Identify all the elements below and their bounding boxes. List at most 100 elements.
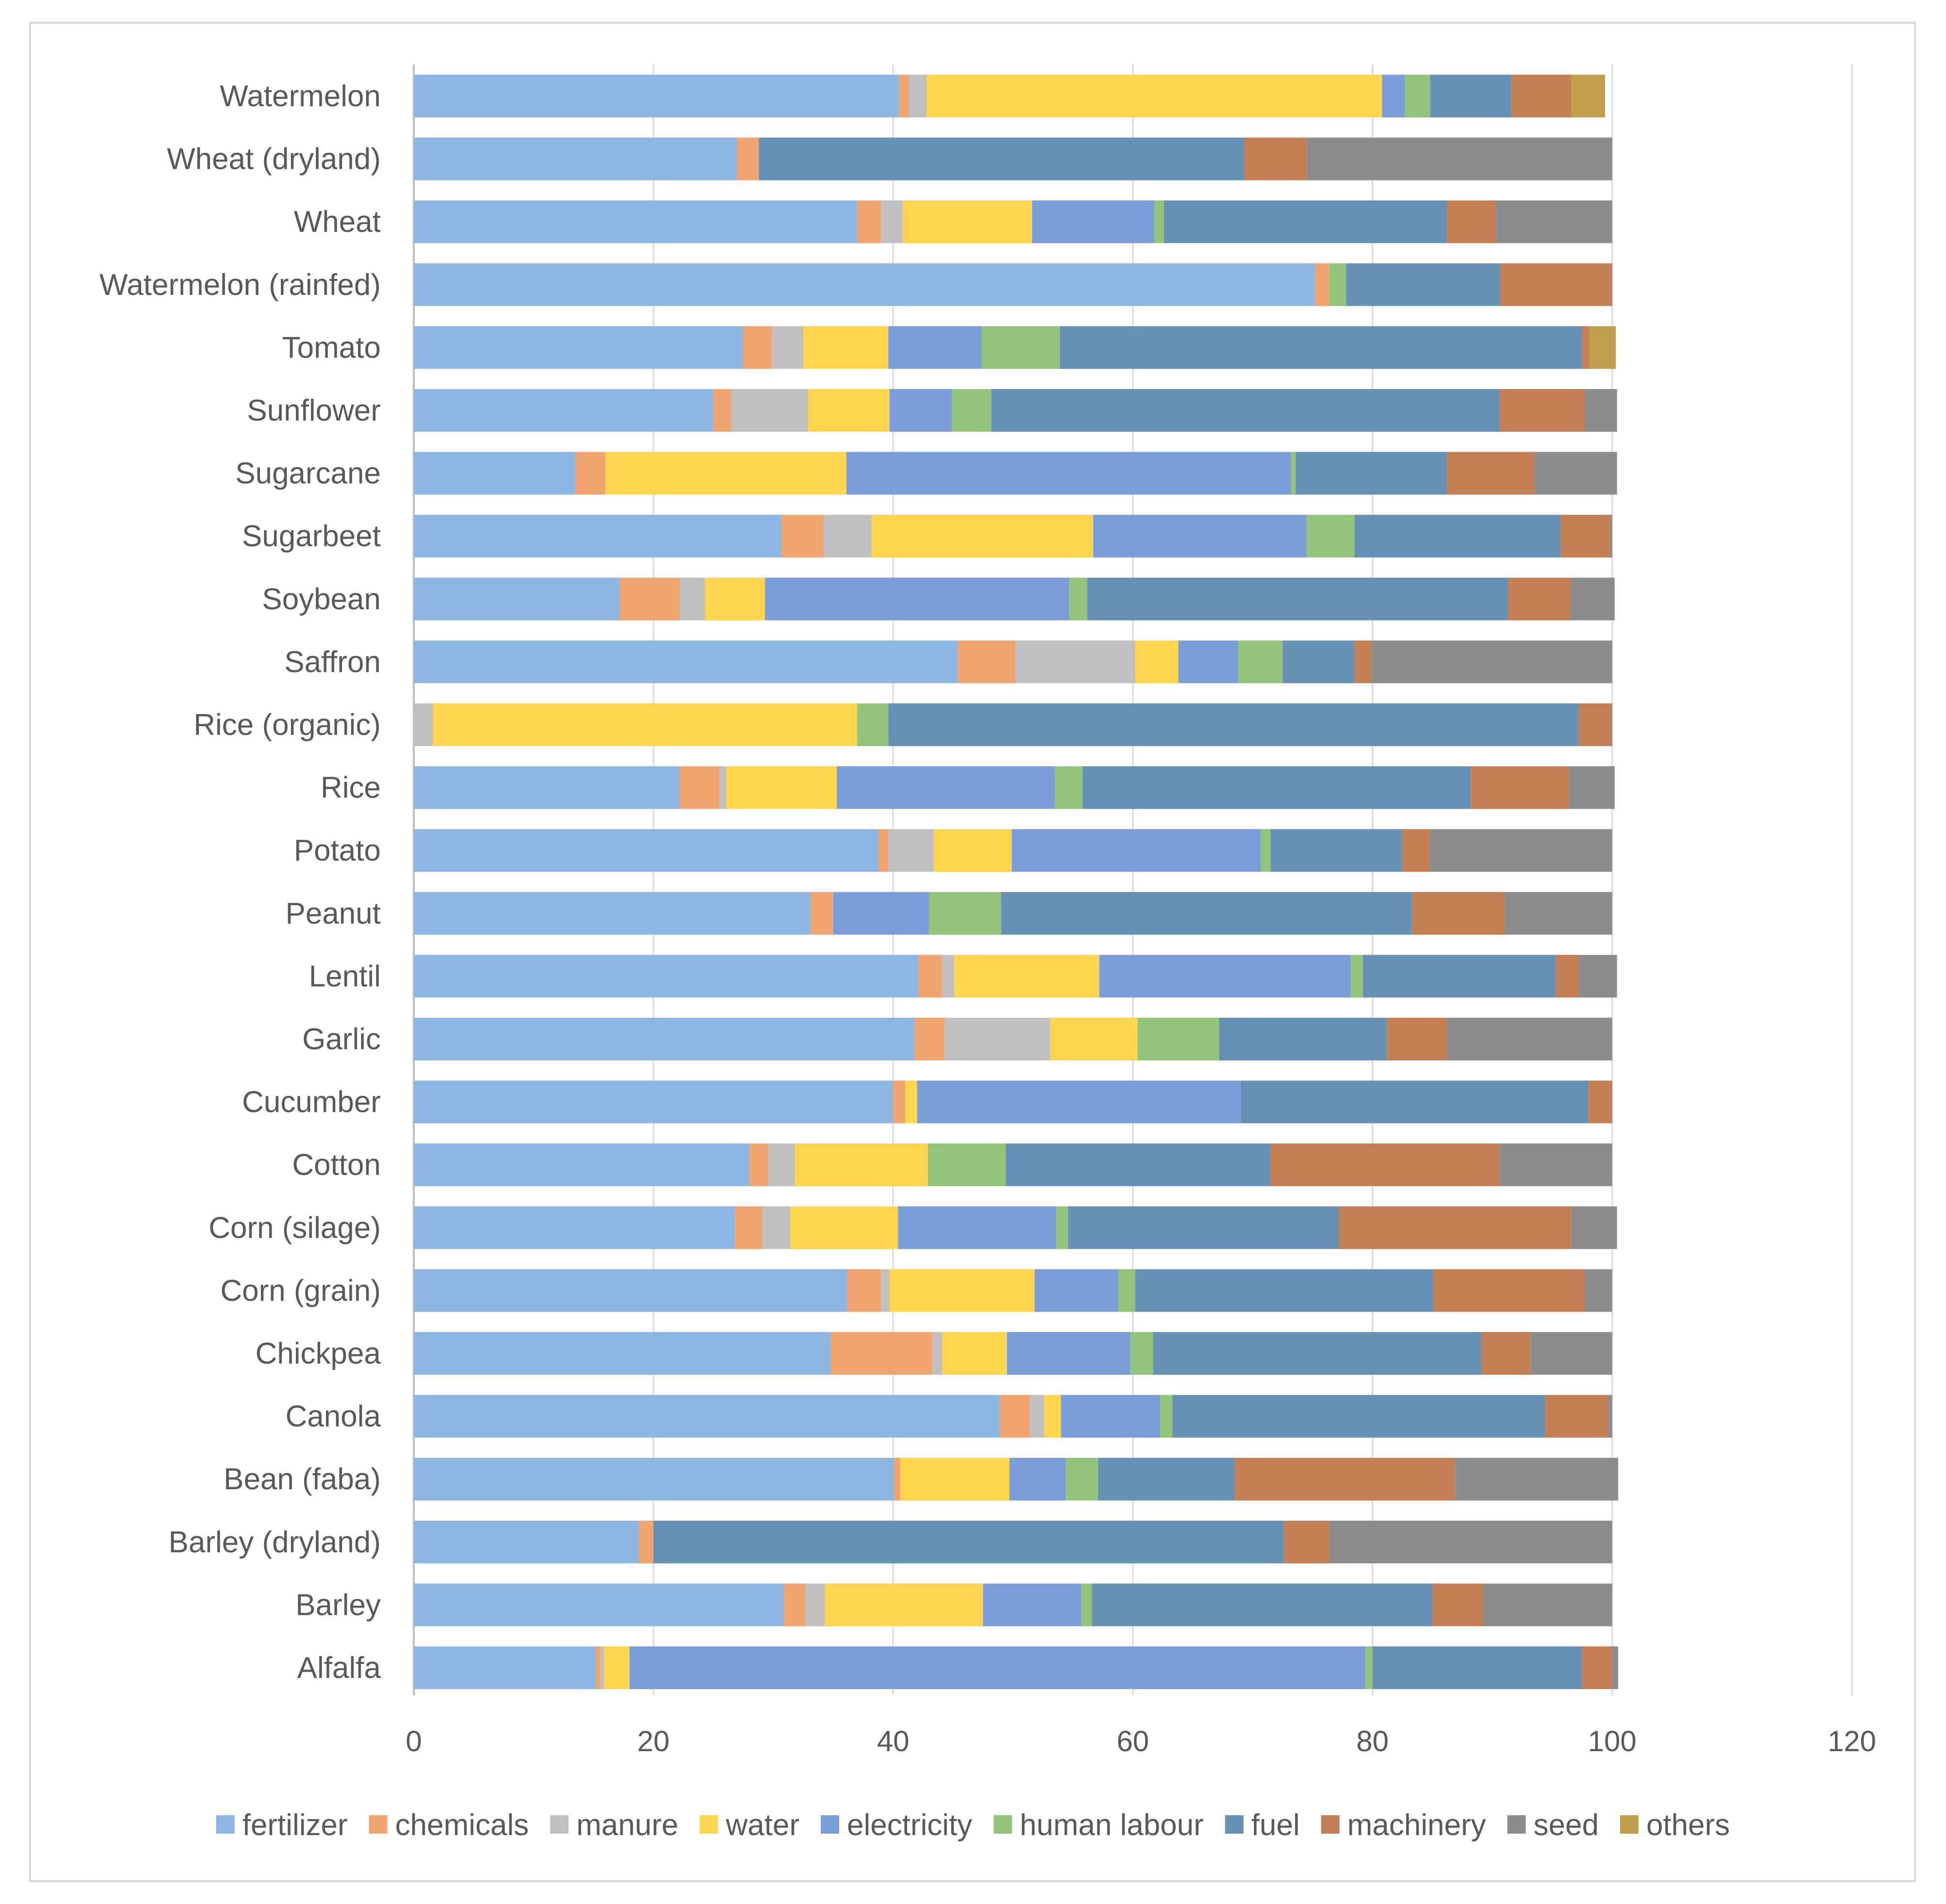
bar-row xyxy=(414,640,1612,683)
bar-segment-water xyxy=(705,577,765,620)
bar-row xyxy=(414,1018,1612,1060)
bar-segment-human-labour xyxy=(1069,577,1087,620)
bar-segment-fertilizer xyxy=(414,1332,831,1375)
bar-segment-others xyxy=(1571,75,1605,117)
bar-segment-human-labour xyxy=(1261,829,1271,872)
bar-segment-fertilizer xyxy=(414,1583,784,1627)
bar-segment-chemicals xyxy=(914,1018,945,1060)
bar-segment-fuel xyxy=(1087,577,1508,620)
bar-segment-machinery xyxy=(1578,703,1611,746)
category-label: Tomato xyxy=(282,331,381,364)
bar-segment-electricity xyxy=(1093,515,1307,558)
bar-segment-electricity xyxy=(1032,200,1154,244)
bar-segment-manure xyxy=(944,1018,1051,1060)
bar-segment-seed xyxy=(1612,1646,1619,1689)
category-label: Cucumber xyxy=(242,1086,381,1119)
bar-segment-human-labour xyxy=(982,326,1060,369)
bar-segment-water xyxy=(871,515,1093,558)
bar-segment-manure xyxy=(881,200,903,244)
bar-segment-seed xyxy=(1446,1018,1612,1060)
bar-segment-fertilizer xyxy=(414,515,782,558)
bar-segment-human-labour xyxy=(1306,515,1355,558)
bar-segment-manure xyxy=(1015,640,1135,683)
bar-segment-fertilizer xyxy=(414,1395,1000,1438)
category-label: Watermelon xyxy=(220,80,381,113)
legend-label: water xyxy=(725,1808,799,1842)
bar-segment-fuel xyxy=(1430,75,1512,117)
bar-segment-machinery xyxy=(1432,1583,1483,1627)
legend-item: water xyxy=(699,1808,799,1842)
bar-segment-chemicals xyxy=(957,640,1016,683)
legend-swatch xyxy=(1620,1815,1639,1834)
bar-row xyxy=(414,1458,1619,1501)
bar-segment-fuel xyxy=(759,137,1245,180)
gridlines xyxy=(413,65,1853,1695)
bar-segment-fuel xyxy=(1059,326,1583,369)
category-label: Sugarcane xyxy=(235,457,381,490)
x-tick-label: 100 xyxy=(1588,1725,1637,1758)
bar-segment-chemicals xyxy=(680,766,720,809)
category-label: Corn (grain) xyxy=(220,1274,381,1307)
bar-segment-water xyxy=(905,1080,917,1123)
bar-segment-machinery xyxy=(1244,137,1307,180)
bar-segment-water xyxy=(954,955,1100,998)
bar-segment-manure xyxy=(762,1206,790,1249)
legend-swatch xyxy=(993,1815,1012,1834)
x-tick-label: 20 xyxy=(637,1725,670,1758)
bar-segment-fuel xyxy=(1372,1646,1583,1689)
bar-segment-machinery xyxy=(1582,1646,1612,1689)
bar-segment-machinery xyxy=(1556,955,1579,998)
category-label: Barley (dryland) xyxy=(168,1526,381,1559)
category-label: Sunflower xyxy=(247,394,381,427)
bar-segment-electricity xyxy=(917,1080,1241,1123)
bar-segment-chemicals xyxy=(1000,1395,1030,1438)
bar-segment-chemicals xyxy=(743,326,772,369)
bar-row xyxy=(414,1646,1619,1689)
bar-segment-manure xyxy=(680,577,705,620)
bar-segment-fertilizer xyxy=(414,137,738,180)
bar-segment-fertilizer xyxy=(414,326,744,369)
bar-segment-seed xyxy=(1609,515,1612,558)
bar-segment-seed xyxy=(1504,892,1612,935)
bar-segment-chemicals xyxy=(781,515,824,558)
bar-segment-others xyxy=(1589,326,1616,369)
bar-segment-seed xyxy=(1569,766,1615,809)
bar-segment-human-labour xyxy=(929,892,1001,935)
bar-segment-electricity xyxy=(1034,1269,1119,1312)
bar-segment-human-labour xyxy=(1130,1332,1153,1375)
bar-segment-human-labour xyxy=(1238,640,1283,683)
legend-label: seed xyxy=(1534,1808,1599,1842)
category-label: Canola xyxy=(286,1400,381,1433)
legend: fertilizer chemicals manure water electricit… xyxy=(216,1808,1730,1842)
bar-segment-electricity xyxy=(846,452,1291,495)
bar-segment-fertilizer xyxy=(414,1646,596,1689)
bar-segment-electricity xyxy=(1007,1332,1131,1375)
bar-segment-chemicals xyxy=(857,200,881,244)
bar-segment-machinery xyxy=(1433,1269,1585,1312)
bar-segment-chemicals xyxy=(894,1458,901,1501)
bar-segment-fertilizer xyxy=(414,1080,893,1123)
bar-segment-manure xyxy=(881,1269,890,1312)
bar-segment-human-labour xyxy=(857,703,889,746)
legend-item: machinery xyxy=(1321,1808,1486,1842)
bar-segment-water xyxy=(1050,1018,1138,1060)
legend-item: fertilizer xyxy=(216,1808,348,1842)
bar-segment-fuel xyxy=(653,1520,1284,1563)
bar-segment-fuel xyxy=(1282,640,1355,683)
bar-segment-fertilizer xyxy=(414,1143,749,1187)
bar-segment-machinery xyxy=(1402,829,1430,872)
bar-row xyxy=(414,1332,1612,1375)
bar-segment-electricity xyxy=(1382,75,1405,117)
bar-segment-human-labour xyxy=(1291,452,1296,495)
bar-segment-chemicals xyxy=(1315,263,1330,306)
legend-item: electricity xyxy=(821,1808,972,1842)
bar-segment-machinery xyxy=(1499,389,1585,432)
bar-segment-fuel xyxy=(1354,515,1561,558)
bar-segment-electricity xyxy=(764,577,1070,620)
bar-segment-water xyxy=(903,200,1032,244)
bar-row xyxy=(414,200,1612,244)
legend-swatch xyxy=(699,1815,718,1834)
bar-segment-machinery xyxy=(1588,1080,1612,1123)
bar-segment-seed xyxy=(1496,200,1612,244)
